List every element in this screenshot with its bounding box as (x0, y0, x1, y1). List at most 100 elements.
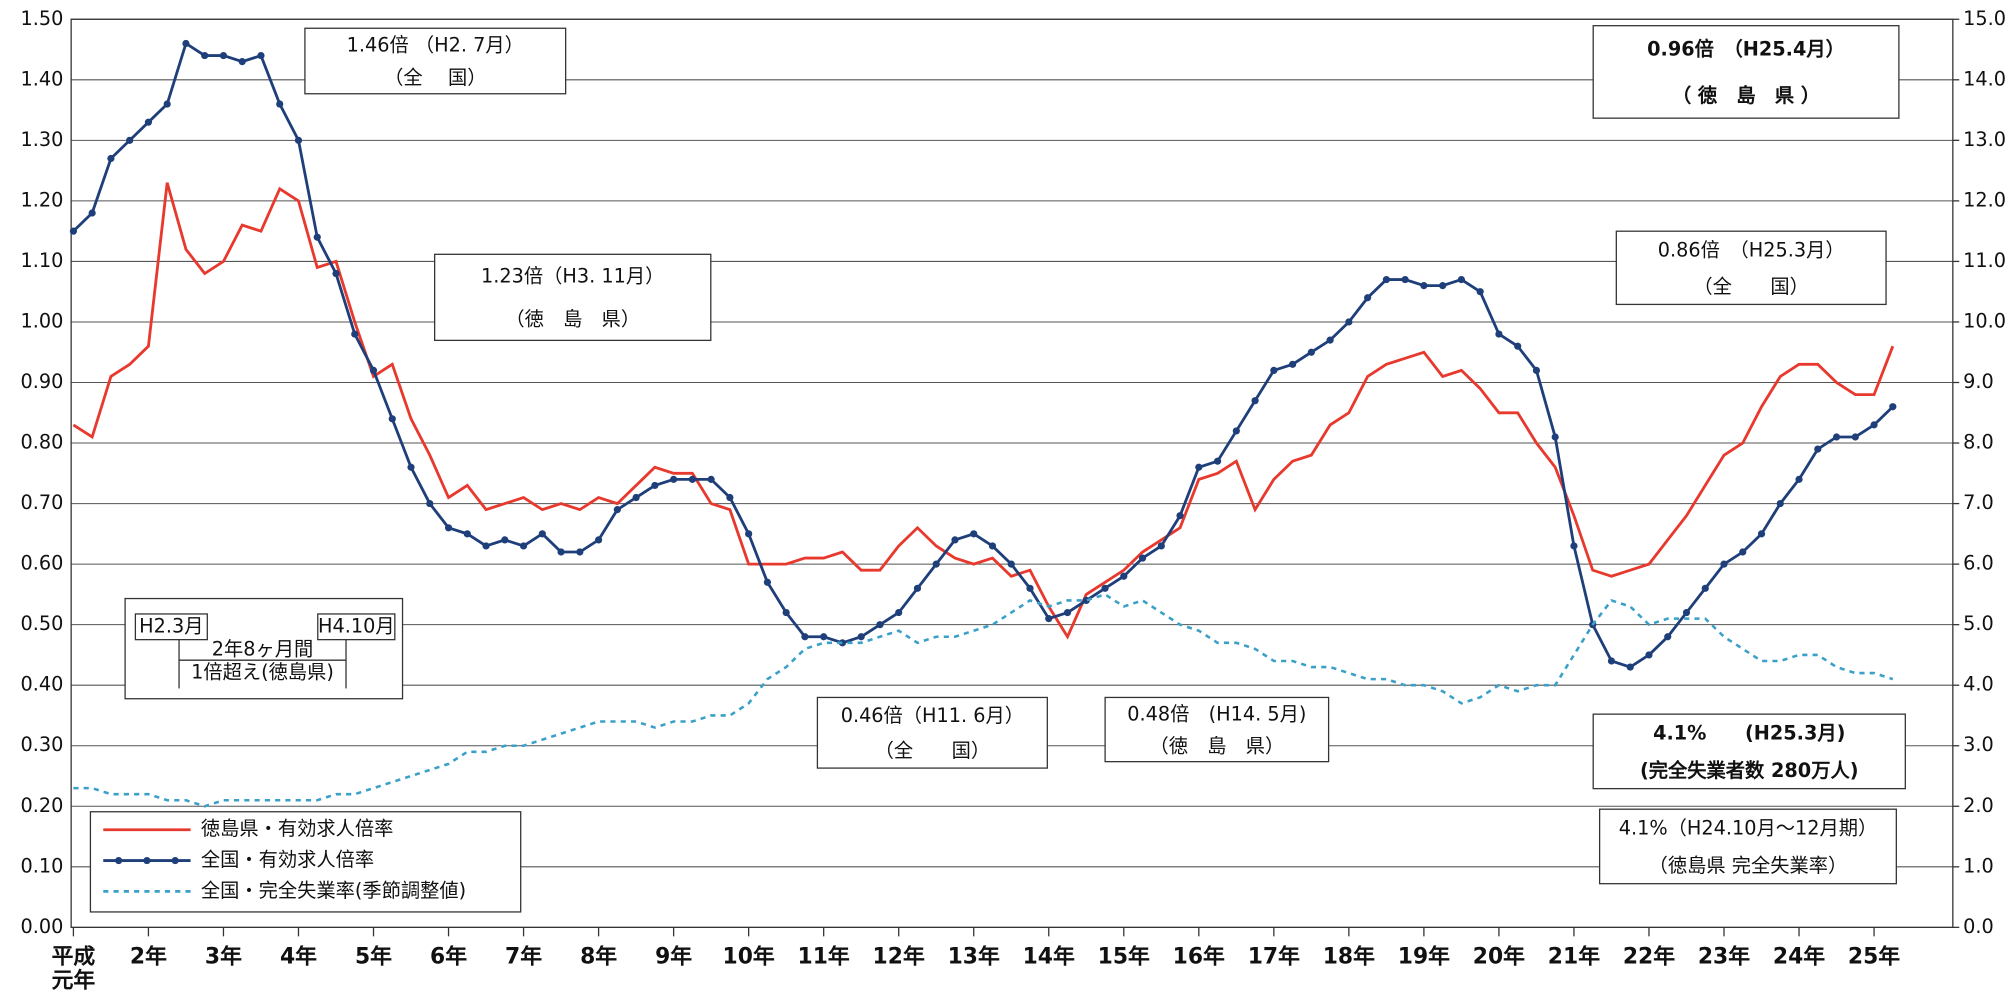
series-point (1739, 548, 1747, 556)
series-point (107, 154, 115, 163)
series-point (1326, 336, 1334, 344)
series-point (276, 100, 284, 108)
series-point (1645, 651, 1653, 659)
x-tick-label: 11年 (797, 945, 850, 970)
annotation-text: 0.46倍（H11. 6月） (841, 704, 1024, 727)
y-tick-label: 1.10 (21, 249, 64, 272)
legend-label: 全国・完全失業率(季節調整値) (201, 879, 466, 902)
annotation-text: 0.96倍 （H25.4月） (1647, 38, 1845, 61)
series-point (763, 578, 772, 586)
annotation-text: （徳 島 県） (505, 308, 640, 331)
series-point (988, 542, 997, 550)
series-point (857, 633, 865, 641)
x-tick-label-box: 19年 (1398, 945, 1450, 969)
series-point (688, 475, 696, 483)
x-tick-label-box: 10年 (723, 945, 775, 969)
series-point (1232, 427, 1240, 435)
x-tick-label-box: 16年 (1173, 945, 1225, 969)
x-tick-label-box: 2年 (130, 945, 167, 969)
y2-tick-label: 8.0 (1963, 431, 1994, 454)
series-point (426, 499, 434, 508)
series-point (126, 136, 134, 144)
series-point (1682, 608, 1691, 617)
series-line (72, 182, 1895, 640)
x-tick-label: 9年 (655, 945, 693, 970)
annotation-box (304, 27, 567, 95)
y2-tick-label: 6.0 (1963, 552, 1994, 575)
series-point (201, 51, 209, 60)
x-tick-label-box: 9年 (655, 945, 693, 970)
series-point (407, 463, 415, 471)
series-point (1138, 554, 1147, 562)
x-tick-label-box: 平成元年 (52, 945, 96, 993)
series-point (69, 227, 77, 235)
annotation-box (816, 696, 1048, 769)
series-point (538, 530, 546, 538)
plot-frame (70, 18, 1954, 928)
y2-tick-label: 3.0 (1963, 733, 1994, 756)
series-point (932, 560, 940, 568)
series-point (1439, 282, 1447, 290)
series-point (1476, 288, 1484, 296)
legend-label: 徳島県・有効求人倍率 (201, 817, 394, 840)
x-tick-label: 24年 (1772, 945, 1826, 970)
series-point (1570, 542, 1578, 550)
series-point (1664, 633, 1672, 641)
y2-tick-label: 2.0 (1963, 794, 1994, 817)
x-tick-label: 20年 (1472, 945, 1526, 970)
series-line (73, 592, 1894, 808)
series-line (72, 41, 1894, 669)
series-point (876, 621, 884, 629)
series-point (1007, 560, 1015, 568)
x-tick-label: 22年 (1622, 945, 1676, 970)
annotation-text: 0.86倍 （H25.3月） (1658, 238, 1845, 261)
x-tick-label: 14年 (1022, 945, 1075, 970)
series-point (895, 608, 903, 617)
series-point (1213, 457, 1222, 465)
x-tick-label-box: 18年 (1323, 945, 1375, 969)
series-point (1101, 584, 1109, 592)
x-tick-label-box: 12年 (873, 945, 925, 969)
x-tick-label: 7年 (505, 945, 543, 970)
series-point (219, 51, 228, 60)
series-point (444, 524, 453, 532)
x-tick-label: 5年 (354, 945, 393, 970)
series-point (801, 633, 809, 641)
series-point (594, 536, 603, 544)
series-point (1063, 608, 1072, 617)
annotation-text: 1倍超え(徳島県) (191, 661, 334, 684)
series-point (1195, 463, 1203, 471)
x-tick-label-box: 13年 (948, 945, 1000, 969)
y2-tick-label: 15.0 (1963, 7, 2006, 30)
x-tick-label-box: 7年 (505, 945, 543, 970)
x-tick-label: 3年 (204, 945, 242, 970)
series-point (1270, 366, 1278, 374)
x-tick-label-box: 24年 (1772, 945, 1826, 970)
x-tick-label-box: 3年 (204, 945, 242, 970)
series-point (182, 39, 190, 48)
y2-tick-label: 0.0 (1963, 915, 1994, 938)
x-tick-label: 17年 (1247, 945, 1300, 970)
series-point (1045, 615, 1053, 623)
series-point (1420, 282, 1428, 290)
series-point (1157, 542, 1165, 550)
series-point (332, 269, 340, 278)
x-tick-label: 4年 (279, 945, 317, 970)
annotation-text: （ 徳 島 県 ） (1672, 84, 1820, 107)
series-point (1251, 397, 1259, 405)
series-point (782, 608, 790, 617)
x-tick-label-box: 15年 (1098, 945, 1150, 969)
annotation-box (1104, 696, 1330, 763)
annotation-text: 1.46倍 （H2. 7月） (347, 33, 524, 56)
series-point (257, 51, 265, 60)
series-point (1701, 584, 1709, 592)
annotation-subbox (134, 613, 208, 641)
y-tick-label: 1.40 (21, 67, 64, 90)
series-point (1401, 275, 1409, 284)
series-point (1870, 421, 1878, 429)
annotation-text: （全 国） (384, 66, 486, 89)
series-point (501, 536, 509, 544)
series-point (1795, 475, 1803, 483)
legend-marker (115, 856, 123, 865)
x-tick-label-box: 25年 (1848, 945, 1900, 969)
